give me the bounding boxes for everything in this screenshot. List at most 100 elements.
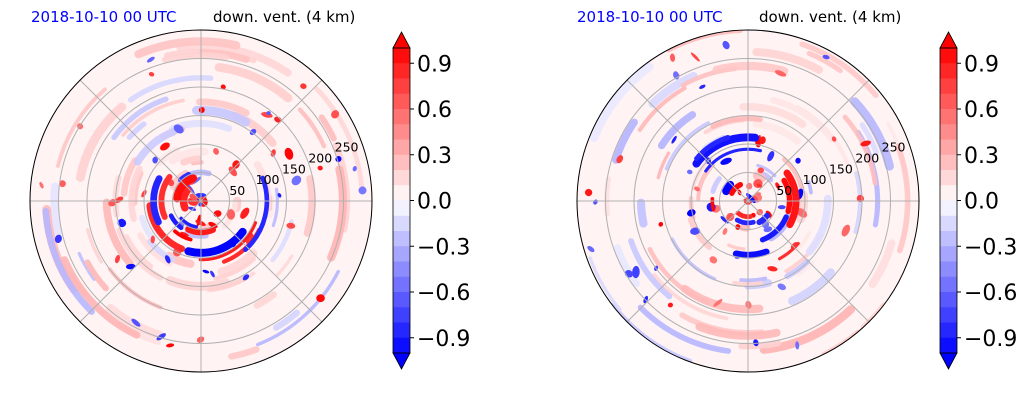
field-streak	[318, 114, 337, 142]
field-streak	[297, 107, 327, 149]
core-band	[777, 241, 800, 261]
field-streak	[123, 234, 154, 270]
colorbar-segment	[940, 154, 957, 171]
field-streak	[56, 87, 107, 168]
colorbar-tick-label: 0.3	[417, 144, 452, 169]
radial-tick-label: 100	[256, 172, 280, 187]
core-band	[734, 217, 756, 226]
field-cell	[822, 54, 830, 60]
colorbar-extend-min	[939, 352, 958, 370]
colorbar-segment	[940, 109, 957, 125]
field-streak	[126, 121, 147, 140]
field-streak	[784, 258, 811, 280]
field-streak	[752, 48, 823, 74]
field-cell	[722, 227, 728, 235]
field-streak	[752, 120, 801, 145]
radial-tick-label: 50	[776, 183, 792, 198]
colorbar-segment	[940, 322, 957, 339]
core-band	[722, 180, 735, 196]
colorbar-segment	[940, 215, 957, 232]
field-streak	[116, 227, 164, 281]
field-cell	[240, 207, 250, 219]
colorbar-segment	[940, 170, 957, 186]
colorbar: 0.9 0.6 0.3 0.0 −0.3 −0.6 −0.9	[392, 31, 470, 370]
field-streak	[184, 230, 209, 239]
field-streak	[806, 180, 813, 195]
field-streak	[799, 41, 879, 99]
field-cell	[180, 231, 189, 237]
field-streak	[313, 86, 364, 189]
field-cell	[671, 135, 677, 144]
colorbar-segment	[940, 276, 957, 293]
field-cell	[300, 83, 307, 89]
colorbar-segment	[393, 231, 410, 247]
chart-title-variable: down. vent. (4 km)	[759, 8, 902, 26]
field-cell	[270, 149, 276, 157]
field-streak	[196, 98, 250, 117]
field-streak	[853, 171, 862, 234]
field-streak	[770, 97, 835, 143]
field-streak	[214, 62, 293, 103]
field-cell	[690, 52, 700, 62]
colorbar-segment	[393, 246, 410, 262]
field-streak	[759, 305, 856, 354]
colorbar-segment	[393, 276, 410, 293]
core-band	[704, 147, 762, 173]
field-streak	[613, 244, 641, 288]
field-cell	[699, 84, 706, 89]
core-band	[158, 174, 173, 220]
colorbar-segment	[393, 93, 410, 110]
field-streak	[228, 346, 260, 360]
colorbar-extend-max	[939, 31, 958, 49]
field-cell	[226, 209, 236, 220]
radial-tick-label: 250	[335, 139, 359, 154]
angular-gridline	[747, 200, 870, 323]
field-streak	[664, 121, 711, 171]
field-streak	[868, 239, 896, 289]
colorbar-segment	[940, 139, 957, 156]
field-streak	[121, 98, 185, 137]
field-streak	[756, 163, 777, 178]
core-band	[184, 227, 247, 257]
field-cell	[59, 180, 66, 188]
angular-gridline	[79, 200, 202, 323]
core-band	[732, 248, 770, 259]
colorbar-tick-label: −0.6	[417, 281, 470, 306]
field-streak	[272, 309, 300, 331]
field-streak	[271, 187, 279, 228]
field-streak	[796, 190, 809, 224]
field-streak	[161, 52, 229, 63]
field-streak	[217, 249, 258, 277]
field-cell	[114, 254, 121, 264]
field-streak	[670, 237, 717, 281]
field-cell	[670, 53, 676, 62]
field-streak	[327, 165, 347, 262]
core-band	[756, 212, 771, 226]
colorbar-segment	[393, 322, 410, 339]
field-streak	[138, 214, 154, 239]
field-cell	[131, 318, 141, 327]
field-cell	[164, 255, 171, 264]
field-cell	[202, 269, 210, 274]
field-cell	[759, 136, 766, 145]
colorbar-segment	[940, 124, 957, 140]
field-streak	[85, 227, 103, 264]
field-streak	[42, 207, 95, 315]
core-band	[173, 229, 193, 242]
field-cell	[232, 160, 240, 169]
field-cell	[208, 221, 218, 229]
field-cell	[150, 235, 155, 244]
field-streak	[147, 238, 176, 263]
colorbar-tick-label: 0.0	[964, 190, 999, 215]
field-cell	[152, 156, 158, 164]
field-streak	[133, 127, 178, 166]
field-cell	[188, 206, 197, 211]
field-streak	[895, 143, 911, 254]
field-streak	[738, 339, 782, 350]
field-cell	[291, 175, 302, 186]
field-cell	[694, 186, 701, 192]
field-streak	[176, 42, 292, 77]
colorbar-tick-label: 0.6	[964, 98, 999, 123]
radial-tick-label: 150	[282, 161, 306, 176]
